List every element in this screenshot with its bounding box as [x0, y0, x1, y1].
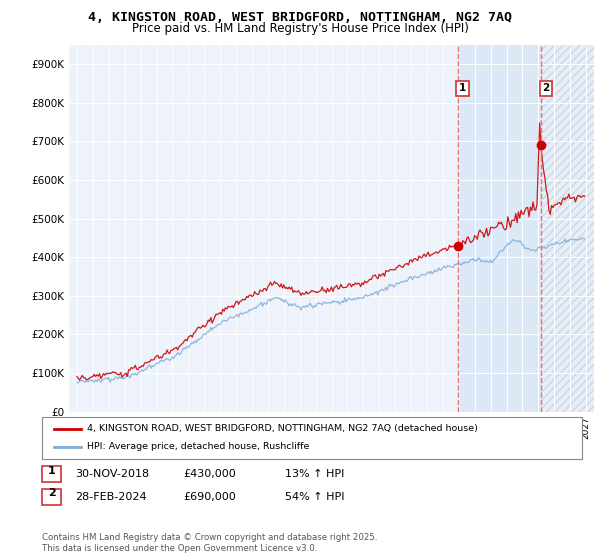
Text: 4, KINGSTON ROAD, WEST BRIDGFORD, NOTTINGHAM, NG2 7AQ: 4, KINGSTON ROAD, WEST BRIDGFORD, NOTTIN…	[88, 11, 512, 24]
Text: 4, KINGSTON ROAD, WEST BRIDGFORD, NOTTINGHAM, NG2 7AQ (detached house): 4, KINGSTON ROAD, WEST BRIDGFORD, NOTTIN…	[87, 424, 478, 433]
Text: 13% ↑ HPI: 13% ↑ HPI	[285, 469, 344, 479]
Bar	[541, 45, 594, 412]
Bar	[541, 45, 594, 412]
Text: 1: 1	[459, 83, 466, 93]
Bar	[458, 45, 541, 412]
Text: 1: 1	[48, 466, 55, 476]
Text: 28-FEB-2024: 28-FEB-2024	[75, 492, 146, 502]
Text: 2: 2	[48, 488, 55, 498]
Text: £430,000: £430,000	[183, 469, 236, 479]
Text: 30-NOV-2018: 30-NOV-2018	[75, 469, 149, 479]
Text: £690,000: £690,000	[183, 492, 236, 502]
Text: HPI: Average price, detached house, Rushcliffe: HPI: Average price, detached house, Rush…	[87, 442, 310, 451]
Text: Price paid vs. HM Land Registry's House Price Index (HPI): Price paid vs. HM Land Registry's House …	[131, 22, 469, 35]
Text: 2: 2	[542, 83, 550, 93]
Text: 54% ↑ HPI: 54% ↑ HPI	[285, 492, 344, 502]
Text: Contains HM Land Registry data © Crown copyright and database right 2025.
This d: Contains HM Land Registry data © Crown c…	[42, 533, 377, 553]
